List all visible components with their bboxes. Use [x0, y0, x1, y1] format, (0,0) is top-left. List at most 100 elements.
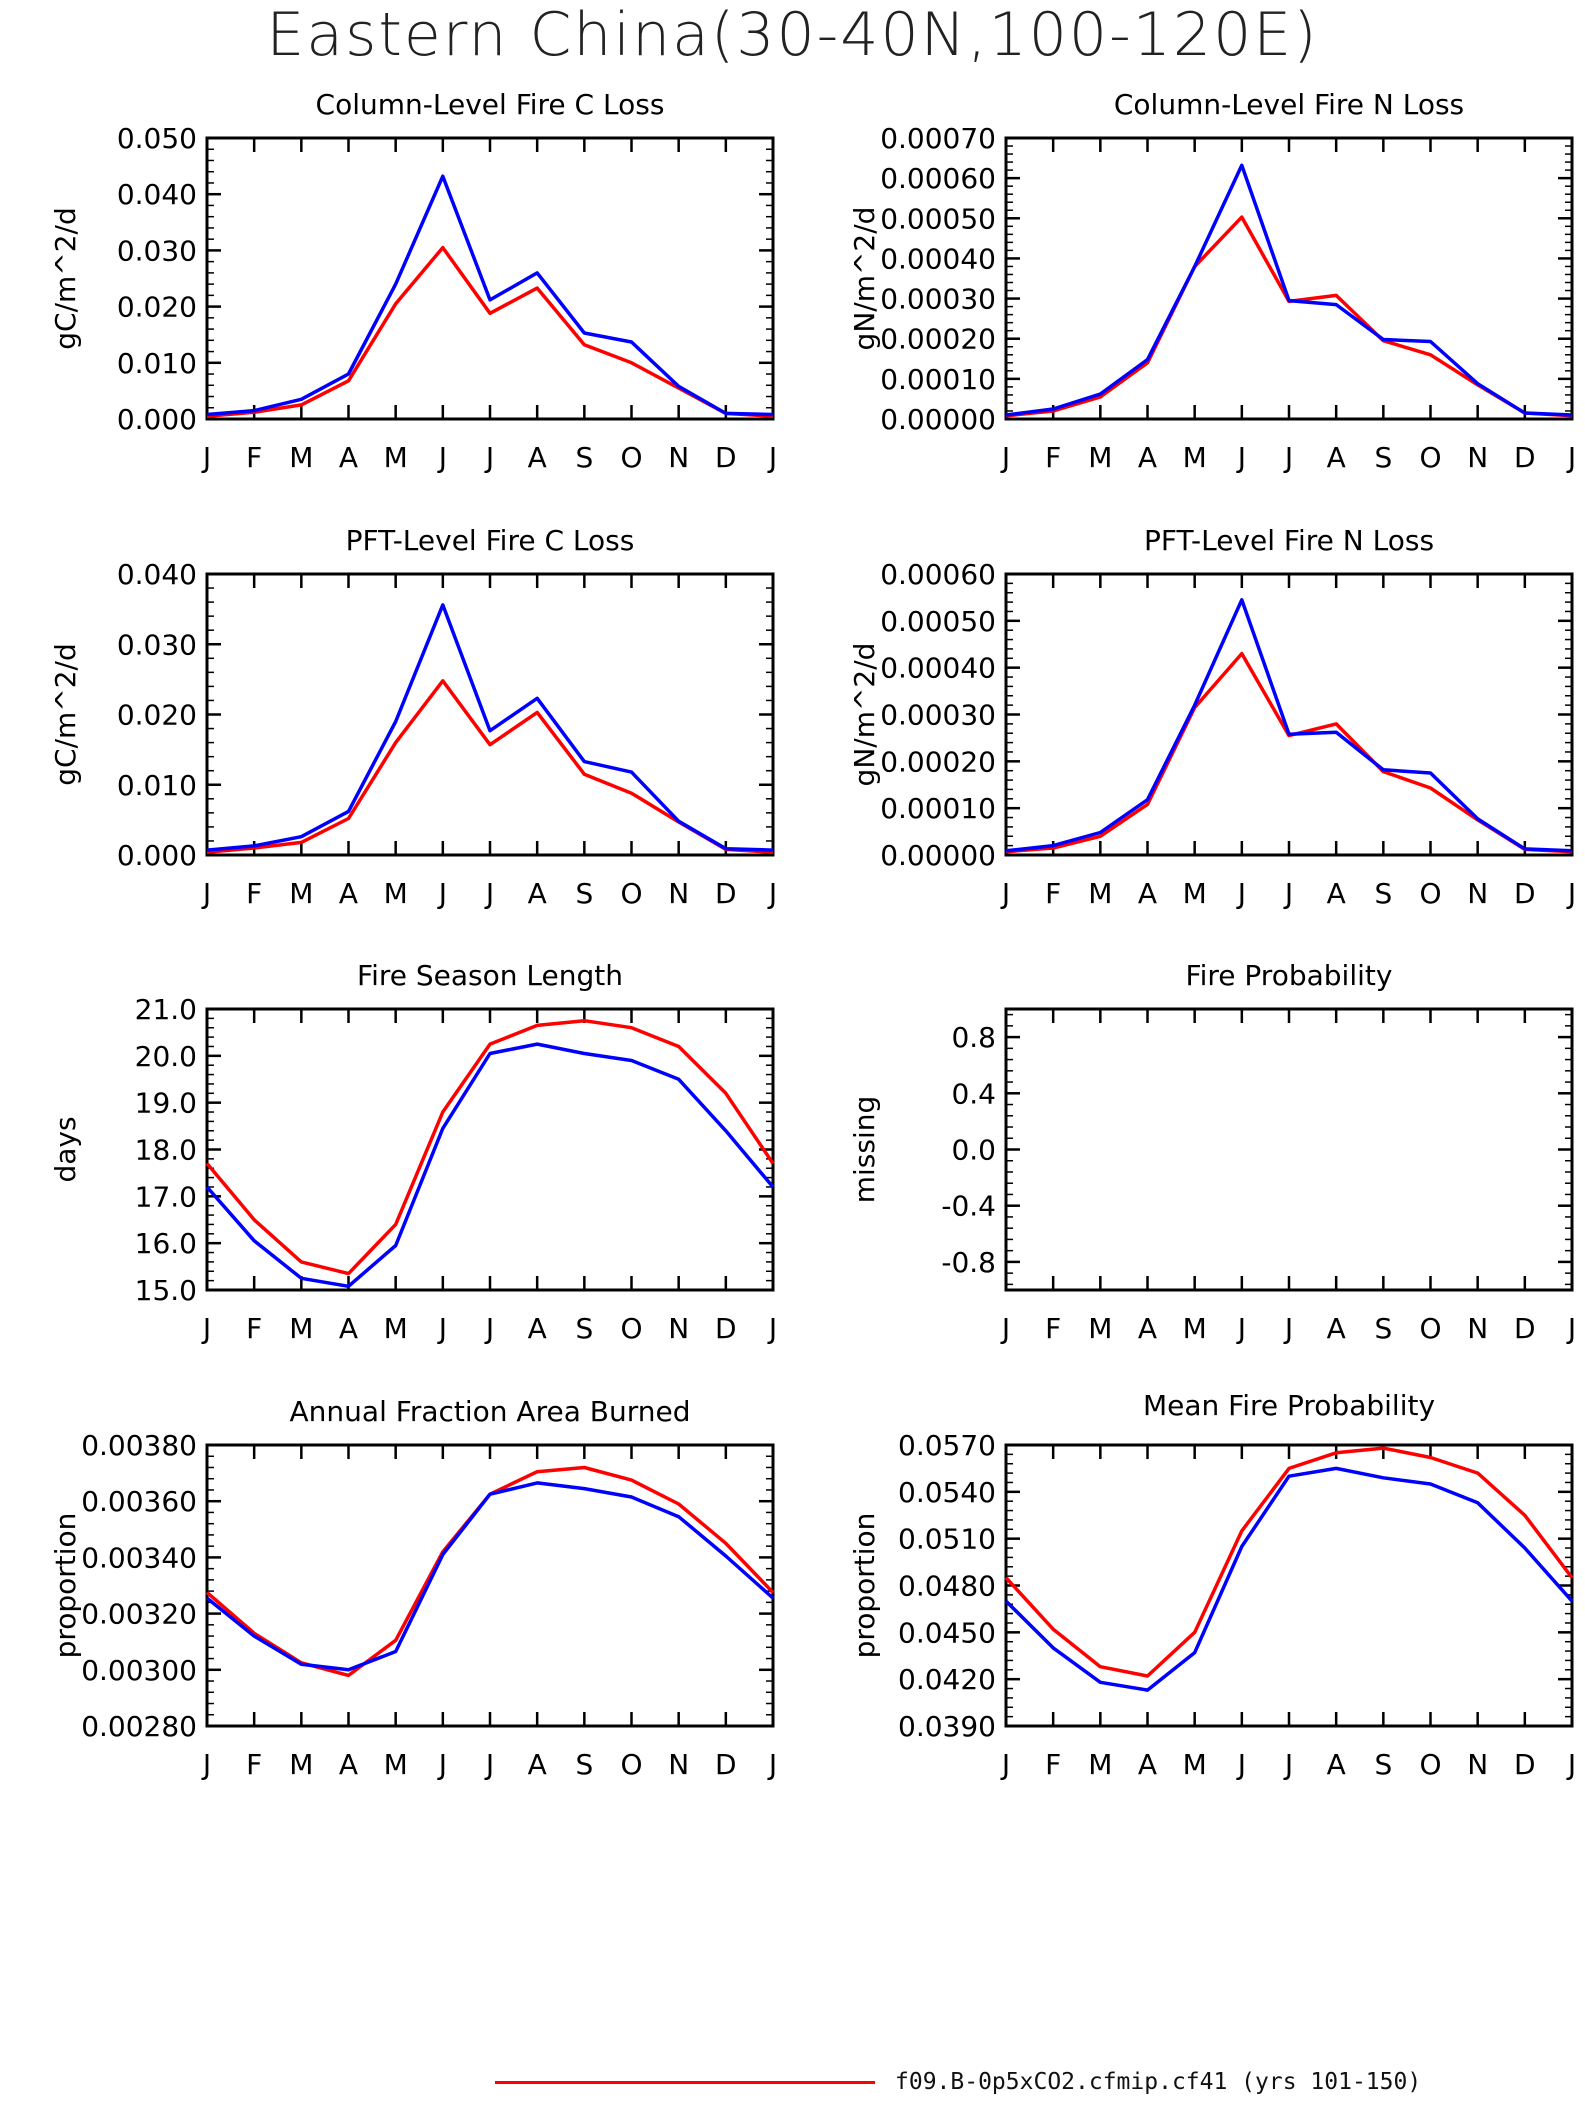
x-tick-label: S — [1374, 441, 1392, 474]
series-line-blue — [206, 174, 774, 417]
x-tick-label: O — [1419, 1748, 1441, 1781]
y-tick-label: 0.00050 — [880, 202, 996, 235]
x-tick-label: D — [1514, 1312, 1536, 1345]
x-tick-label: J — [1566, 441, 1576, 474]
y-axis-label: gC/m^2/d — [49, 643, 82, 786]
x-tick-label: A — [1138, 1312, 1157, 1345]
x-tick-label: D — [715, 1312, 737, 1345]
legend: f09.B-0p5xCO2.cfmip.cf41 (yrs 101-150) — [495, 2062, 1421, 2102]
y-tick-label: 0.00300 — [81, 1654, 197, 1687]
y-tick-label: 0.0480 — [898, 1570, 996, 1603]
x-tick-label: O — [620, 1748, 642, 1781]
x-tick-label: D — [1514, 441, 1536, 474]
y-axis-label: proportion — [49, 1513, 82, 1659]
x-tick-label: D — [715, 877, 737, 910]
plot-frame — [205, 136, 775, 421]
y-tick-label: 0.00070 — [880, 122, 996, 155]
x-tick-label: A — [528, 1312, 547, 1345]
y-tick-label: 0.00050 — [880, 605, 996, 638]
plot-frame — [205, 1007, 775, 1292]
y-axis-label: gN/m^2/d — [848, 643, 881, 787]
y-tick-label: 0.0510 — [898, 1523, 996, 1556]
y-tick-label: 0.0420 — [898, 1663, 996, 1696]
x-tick-label: A — [339, 1748, 358, 1781]
x-tick-label: M — [289, 441, 313, 474]
x-tick-label: F — [246, 441, 262, 474]
chart-panel-7: Annual Fraction Area Burned 0.00280 0.0030… — [49, 1395, 777, 1781]
page-title: Eastern China(30-40N,100-120E) — [266, 0, 1319, 70]
x-tick-label: M — [1183, 1312, 1207, 1345]
series-line-red — [1005, 651, 1573, 854]
x-tick-label: N — [1467, 1312, 1488, 1345]
y-tick-label: 0.00010 — [880, 363, 996, 396]
x-tick-label: D — [1514, 877, 1536, 910]
x-tick-label: D — [715, 1748, 737, 1781]
y-tick-label: 16.0 — [135, 1227, 197, 1260]
x-tick-label: A — [1327, 1312, 1346, 1345]
y-tick-label: 0.030 — [117, 628, 197, 661]
y-axis-label: missing — [848, 1096, 881, 1204]
y-tick-label: 0.00040 — [880, 652, 996, 685]
x-tick-label: N — [668, 441, 689, 474]
series-line-blue — [206, 603, 774, 852]
chart-panel-6: Fire Probability-0.8-0.40.00.40.8J F M A M J J… — [848, 959, 1576, 1345]
y-tick-label: 0.010 — [117, 769, 197, 802]
y-tick-label: 0.00000 — [880, 839, 996, 872]
x-tick-label: J — [1283, 1748, 1293, 1781]
plot-frame — [205, 1443, 775, 1728]
x-tick-label: S — [1374, 877, 1392, 910]
plot-frame — [1004, 1443, 1574, 1728]
plot-frame — [1004, 572, 1574, 857]
x-tick-label: S — [575, 1748, 593, 1781]
y-axis-label: days — [49, 1116, 82, 1182]
y-tick-label: 0.00040 — [880, 242, 996, 275]
series-line-red — [1004, 1446, 1574, 1678]
y-tick-label: 0.0540 — [898, 1476, 996, 1509]
x-tick-label: J — [1283, 441, 1293, 474]
x-tick-label: D — [715, 441, 737, 474]
x-tick-label: S — [575, 1312, 593, 1345]
x-tick-label: A — [1327, 877, 1346, 910]
x-tick-label: D — [1514, 1748, 1536, 1781]
x-tick-label: F — [246, 1748, 262, 1781]
series-line-blue — [1005, 598, 1573, 853]
x-tick-label: J — [437, 1312, 447, 1345]
x-tick-label: J — [201, 877, 211, 910]
y-tick-label: 0.00010 — [880, 792, 996, 825]
x-tick-label: M — [1183, 441, 1207, 474]
y-axis-label: proportion — [848, 1513, 881, 1659]
x-tick-label: A — [528, 1748, 547, 1781]
y-tick-label: 0.040 — [117, 178, 197, 211]
y-tick-label: 0.00000 — [880, 403, 996, 436]
y-tick-label: -0.8 — [941, 1246, 996, 1279]
y-tick-label: 0.000 — [117, 403, 197, 436]
y-tick-label: 0.00020 — [880, 745, 996, 778]
y-tick-label: 0.00280 — [81, 1710, 197, 1743]
x-tick-label: M — [289, 1312, 313, 1345]
x-tick-label: J — [201, 441, 211, 474]
series-line-red — [1005, 215, 1573, 418]
y-tick-label: 17.0 — [135, 1180, 197, 1213]
x-tick-label: F — [246, 1312, 262, 1345]
x-tick-label: M — [384, 1748, 408, 1781]
x-tick-label: A — [528, 877, 547, 910]
x-tick-label: A — [528, 441, 547, 474]
plot-frame — [1004, 136, 1574, 421]
y-tick-label: 0.00340 — [81, 1541, 197, 1574]
x-tick-label: O — [1419, 877, 1441, 910]
series-line-blue — [1004, 1466, 1574, 1692]
x-tick-label: F — [1045, 877, 1061, 910]
series-line-blue — [205, 1481, 775, 1672]
y-tick-label: 0.00030 — [880, 699, 996, 732]
y-tick-label: -0.4 — [941, 1190, 996, 1223]
y-tick-label: 0.00060 — [880, 162, 996, 195]
x-tick-label: M — [384, 877, 408, 910]
chart-title: PFT-Level Fire N Loss — [1144, 524, 1434, 557]
y-tick-label: 0.040 — [117, 558, 197, 591]
y-tick-label: 0.00380 — [81, 1429, 197, 1462]
chart-panel-8: Mean Fire Probability 0.0390 0.0420 0.0450 0… — [848, 1389, 1576, 1781]
legend-label: f09.B-0p5xCO2.cfmip.cf41 (yrs 101-150) — [895, 2069, 1422, 2095]
x-tick-label: J — [437, 877, 447, 910]
x-tick-label: A — [1138, 1748, 1157, 1781]
x-tick-label: N — [668, 1312, 689, 1345]
